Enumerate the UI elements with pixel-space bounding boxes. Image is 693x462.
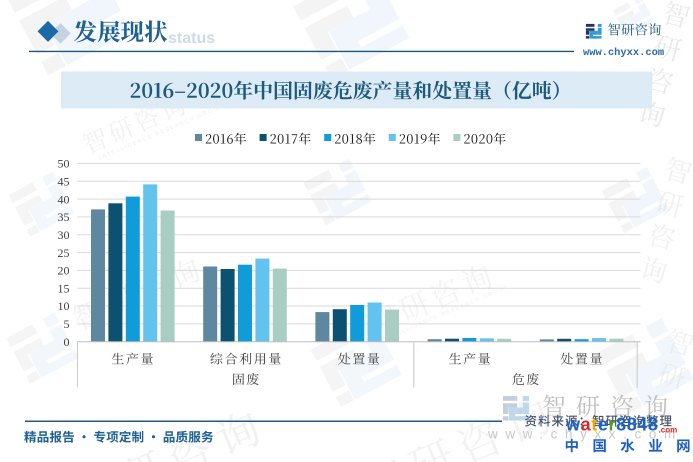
svg-text:50: 50 [58, 157, 70, 171]
svg-text:5: 5 [64, 317, 70, 331]
svg-text:www.chyxx.com: www.chyxx.com [487, 427, 683, 442]
svg-text:45: 45 [58, 174, 70, 188]
svg-text:40: 40 [58, 192, 70, 206]
svg-text:0: 0 [64, 335, 70, 349]
svg-text:20: 20 [58, 264, 70, 278]
svg-text:30: 30 [58, 228, 70, 242]
svg-text:25: 25 [58, 246, 70, 260]
svg-text:www.chyxx.com: www.chyxx.com [583, 47, 664, 59]
svg-text:35: 35 [58, 210, 70, 224]
svg-text:15: 15 [58, 281, 70, 295]
svg-text:water8848.com: water8848.com [565, 415, 677, 435]
svg-text:10: 10 [58, 299, 70, 313]
svg-text:status: status [168, 30, 215, 47]
